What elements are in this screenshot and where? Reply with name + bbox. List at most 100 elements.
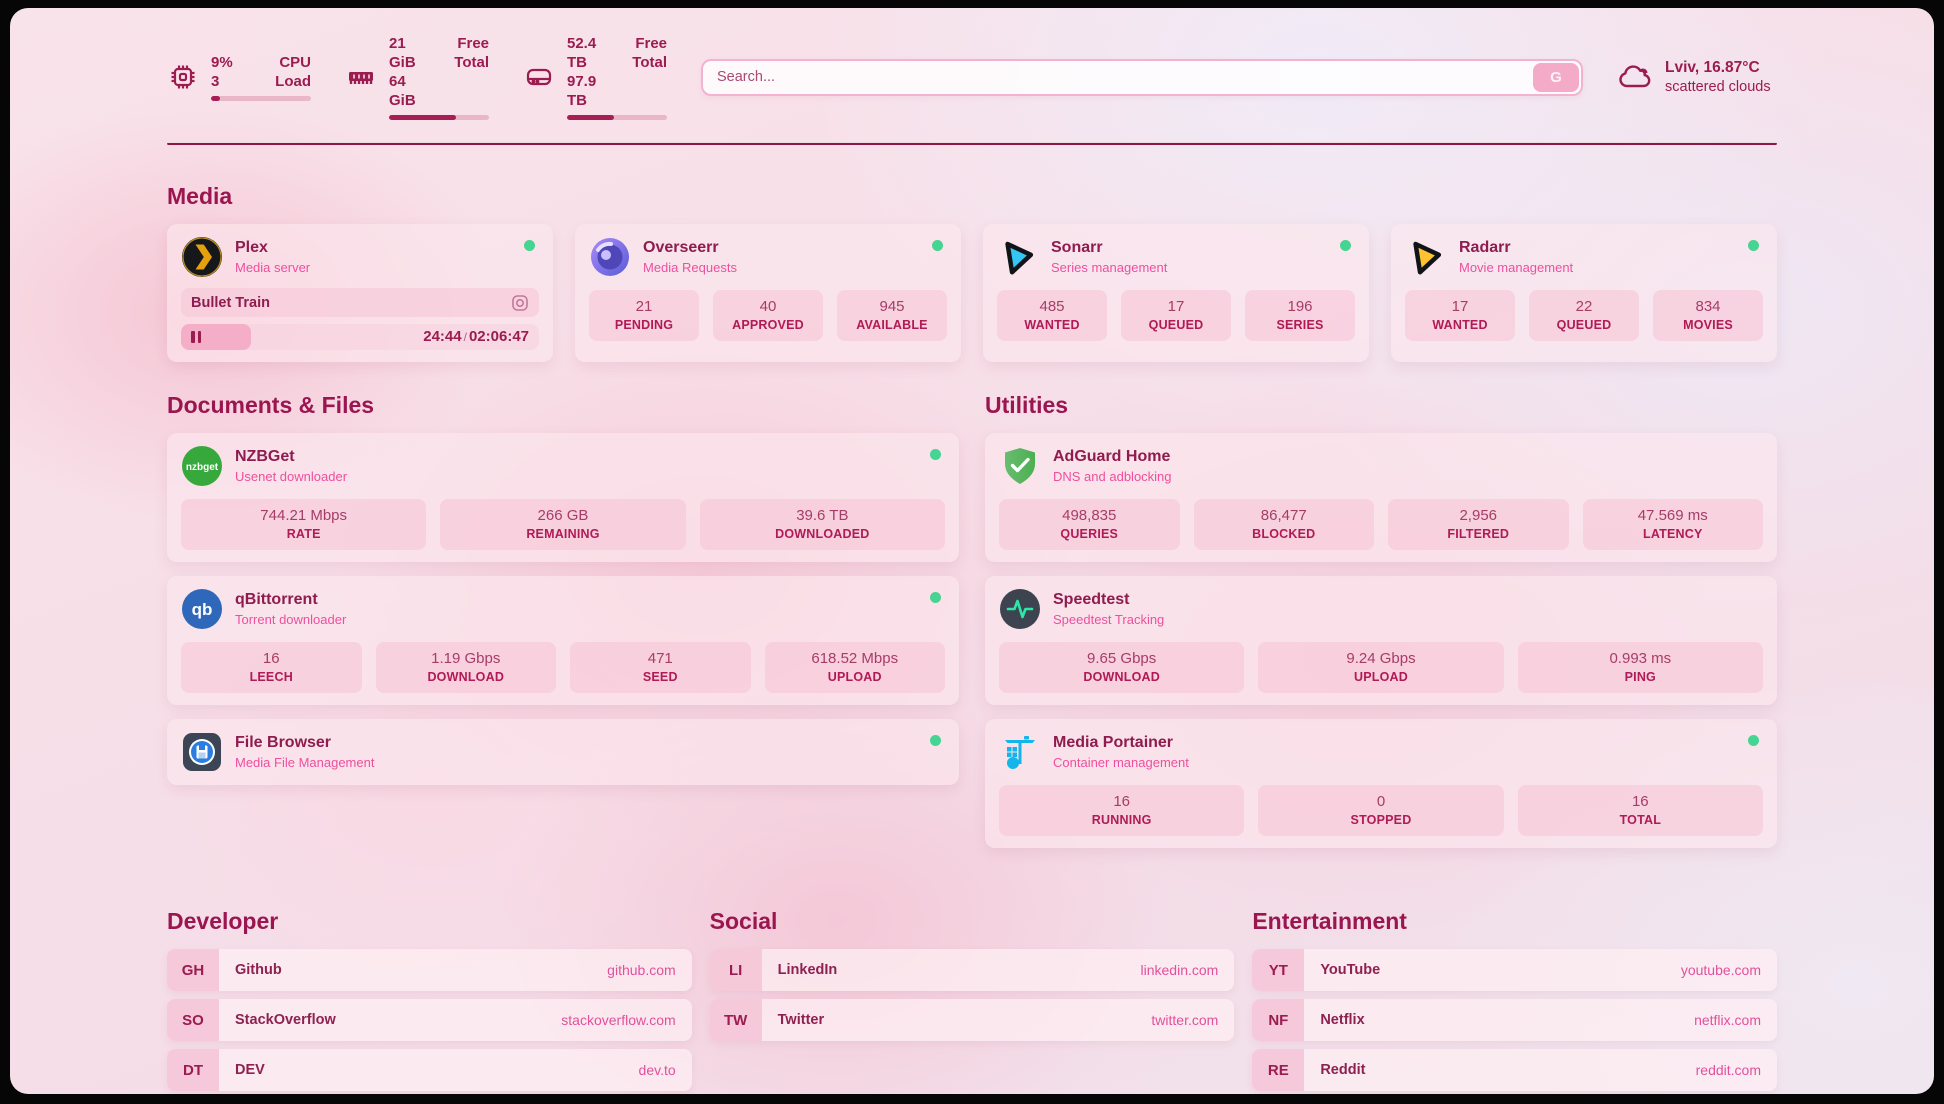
app-subtitle: Media File Management [235, 755, 375, 770]
search-bar: G [701, 58, 1583, 96]
app-subtitle: DNS and adblocking [1053, 469, 1172, 484]
app-card-nzbget[interactable]: nzbget NZBGet Usenet downloader 744.21 M… [167, 433, 959, 562]
bookmark-name: LinkedIn [777, 962, 838, 978]
bookmark-abbr: RE [1252, 1049, 1305, 1091]
app-card-overseerr[interactable]: Overseerr Media Requests 21 PENDING 40 APP… [575, 224, 961, 362]
overseerr-icon [589, 236, 631, 278]
stat-queued: 17 QUEUED [1121, 290, 1231, 341]
bookmark-abbr: NF [1252, 999, 1305, 1041]
bookmark-name: DEV [235, 1062, 265, 1078]
bookmark-url: reddit.com [1695, 1062, 1761, 1078]
app-name: NZBGet [235, 448, 295, 465]
stat-movies: 834 MOVIES [1653, 290, 1763, 341]
weather-location: Lviv, 16.87°C [1665, 59, 1760, 76]
status-dot [1748, 240, 1759, 251]
app-card-radarr[interactable]: Radarr Movie management 17 WANTED 22 QUEUE… [1391, 224, 1777, 362]
svg-text:qb: qb [192, 600, 213, 619]
stat-total: 16 TOTAL [1517, 785, 1763, 836]
pause-icon [191, 331, 201, 343]
bookmark-github[interactable]: GH Github github.com [167, 949, 692, 991]
weather-widget[interactable]: Lviv, 16.87°C scattered clouds [1617, 59, 1777, 95]
disk-icon [523, 61, 555, 93]
stat-stopped: 0 STOPPED [1258, 785, 1504, 836]
search-engine-button[interactable]: G [1533, 62, 1579, 92]
bookmark-name: Netflix [1320, 1012, 1365, 1028]
disk-progress-bar [567, 115, 667, 120]
app-name: Sonarr [1051, 239, 1103, 256]
now-playing-row: Bullet Train [181, 288, 539, 317]
stat-upload: 9.24 Gbps UPLOAD [1258, 642, 1504, 693]
playback-progress: 24:44/02:06:47 [181, 324, 539, 350]
app-name: AdGuard Home [1053, 448, 1171, 465]
bookmark-abbr: DT [167, 1049, 219, 1091]
bookmark-url: netflix.com [1694, 1012, 1761, 1028]
media-type-icon [511, 294, 529, 312]
app-subtitle: Media Requests [643, 260, 737, 275]
bookmark-name: YouTube [1320, 962, 1381, 978]
stat-pending: 21 PENDING [589, 290, 699, 341]
app-subtitle: Movie management [1459, 260, 1574, 275]
section-title-documents: Documents & Files [167, 392, 375, 418]
memory-labels: Free Total [454, 35, 489, 71]
sonarr-icon [997, 236, 1039, 278]
qbittorrent-icon: qb [181, 588, 223, 630]
stat-blocked: 86,477 BLOCKED [1193, 499, 1374, 550]
app-name: Radarr [1459, 239, 1511, 256]
stat-rate: 744.21 Mbps RATE [181, 499, 427, 550]
bookmark-netflix[interactable]: NF Netflix netflix.com [1252, 999, 1777, 1041]
app-name: qBittorrent [235, 591, 318, 608]
bookmark-url: twitter.com [1151, 1012, 1219, 1028]
stat-upload: 618.52 Mbps UPLOAD [764, 642, 945, 693]
app-name: File Browser [235, 734, 332, 751]
stat-filtered: 2,956 FILTERED [1388, 499, 1569, 550]
stat-ping: 0.993 ms PING [1517, 642, 1763, 693]
stat-wanted: 17 WANTED [1405, 290, 1515, 341]
app-card-portainer[interactable]: Media Portainer Container management 16 R… [985, 719, 1777, 848]
cpu-progress-bar [211, 96, 311, 101]
svg-text:nzbget: nzbget [186, 462, 219, 473]
stat-available: 945 AVAILABLE [837, 290, 947, 341]
bookmark-reddit[interactable]: RE Reddit reddit.com [1252, 1049, 1777, 1091]
stat-queued: 22 QUEUED [1529, 290, 1639, 341]
bookmark-abbr: SO [167, 999, 219, 1041]
stat-seed: 471 SEED [570, 642, 751, 693]
app-name: Overseerr [643, 239, 719, 256]
search-input[interactable] [701, 58, 1583, 96]
bookmark-linkedin[interactable]: LI LinkedIn linkedin.com [709, 949, 1235, 991]
plex-icon [181, 236, 223, 278]
app-name: Plex [235, 239, 268, 256]
nzbget-icon: nzbget [181, 445, 223, 487]
section-title-utilities: Utilities [985, 392, 1069, 418]
status-dot [930, 592, 941, 603]
section-title-social: Social [709, 908, 778, 934]
app-card-qbittorrent[interactable]: qb qBittorrent Torrent downloader 16 LEEC… [167, 576, 959, 705]
app-name: Media Portainer [1053, 734, 1174, 751]
stat-latency: 47.569 ms LATENCY [1582, 499, 1763, 550]
stat-remaining: 266 GB REMAINING [440, 499, 686, 550]
app-card-speedtest[interactable]: Speedtest Speedtest Tracking 9.65 Gbps DO… [985, 576, 1777, 705]
app-card-sonarr[interactable]: Sonarr Series management 485 WANTED 17 QUE… [983, 224, 1369, 362]
bookmark-url: linkedin.com [1140, 962, 1219, 978]
stat-approved: 40 APPROVED [713, 290, 823, 341]
cpu-chip-icon [167, 61, 199, 93]
adguard-icon [999, 445, 1041, 487]
stat-download: 9.65 Gbps DOWNLOAD [999, 642, 1245, 693]
stat-downloaded: 39.6 TB DOWNLOADED [699, 499, 945, 550]
stat-series: 196 SERIES [1245, 290, 1355, 341]
playback-time: 24:44/02:06:47 [423, 328, 529, 345]
bookmark-dev[interactable]: DT DEV dev.to [167, 1049, 692, 1091]
bookmark-name: Github [235, 962, 282, 978]
dashboard-page: 9% 3 CPU Load 21 GiB 64 GiB [10, 8, 1934, 1094]
bookmark-url: github.com [607, 962, 676, 978]
bookmark-stackoverflow[interactable]: SO StackOverflow stackoverflow.com [167, 999, 692, 1041]
bookmark-name: StackOverflow [235, 1012, 336, 1028]
app-card-filebrowser[interactable]: File Browser Media File Management [167, 719, 959, 785]
bookmark-twitter[interactable]: TW Twitter twitter.com [709, 999, 1235, 1041]
bookmark-youtube[interactable]: YT YouTube youtube.com [1252, 949, 1777, 991]
status-dot [930, 735, 941, 746]
bookmark-abbr: TW [709, 999, 762, 1041]
bookmark-abbr: YT [1252, 949, 1305, 991]
filebrowser-icon [181, 731, 223, 773]
app-card-adguard[interactable]: AdGuard Home DNS and adblocking 498,835 Q… [985, 433, 1777, 562]
app-card-plex[interactable]: Plex Media server Bullet Train [167, 224, 553, 362]
